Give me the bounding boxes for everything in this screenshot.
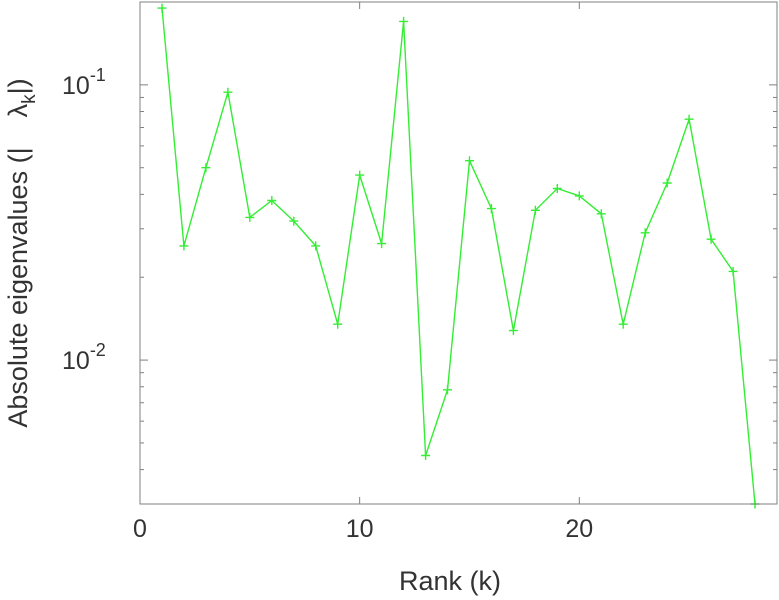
plot-background: [140, 2, 777, 504]
y-axis-label-symbol: λ: [3, 103, 33, 117]
data-point-marker: [201, 163, 211, 173]
data-point-marker: [179, 241, 189, 251]
y-axis-label-subscript: k: [19, 94, 40, 104]
data-point-marker: [618, 319, 628, 329]
data-point-marker: [267, 196, 277, 205]
y-tick-label-base: 10: [62, 347, 90, 375]
x-tick-label: 10: [346, 515, 374, 543]
data-point-marker: [289, 216, 299, 226]
y-tick-label-base: 10: [62, 72, 90, 100]
data-point-marker: [355, 170, 365, 180]
y-tick-label: 10-1: [62, 65, 106, 100]
data-point-marker: [465, 156, 474, 166]
data-point-marker: [399, 16, 409, 26]
series-line: [161, 8, 756, 505]
y-tick-label-exponent: -2: [90, 340, 106, 360]
y-axis-label-prefix: Absolute eigenvalues (|: [3, 147, 33, 427]
x-axis-label: Rank (k): [399, 566, 501, 596]
data-point-marker: [223, 87, 233, 97]
data-point-marker: [530, 205, 540, 215]
x-tick-label: 20: [565, 515, 593, 543]
data-point-marker: [728, 266, 738, 276]
data-point-marker: [552, 184, 562, 193]
data-point-marker: [508, 326, 518, 336]
data-point-marker: [157, 3, 167, 13]
y-axis-label-suffix: |): [3, 78, 33, 94]
data-point-marker: [443, 385, 452, 395]
data-point-marker: [596, 209, 606, 219]
data-point-marker: [333, 319, 343, 329]
data-point-marker: [684, 114, 694, 124]
data-point-marker: [706, 234, 716, 244]
y-tick-label: 10-2: [62, 340, 106, 375]
data-point-marker: [486, 204, 496, 214]
y-tick-label-exponent: -1: [90, 65, 106, 85]
data-point-marker: [640, 228, 650, 238]
data-point-marker: [377, 239, 387, 249]
data-point-marker: [574, 191, 584, 201]
data-point-marker: [662, 178, 672, 188]
y-axis-label: Absolute eigenvalues (| λk|): [3, 78, 40, 427]
x-tick-label: 0: [133, 515, 147, 543]
plot-frame: [139, 1, 778, 505]
data-point-marker: [311, 241, 321, 251]
series-markers: [157, 3, 760, 509]
data-point-marker: [421, 451, 431, 460]
data-point-marker: [245, 212, 255, 222]
